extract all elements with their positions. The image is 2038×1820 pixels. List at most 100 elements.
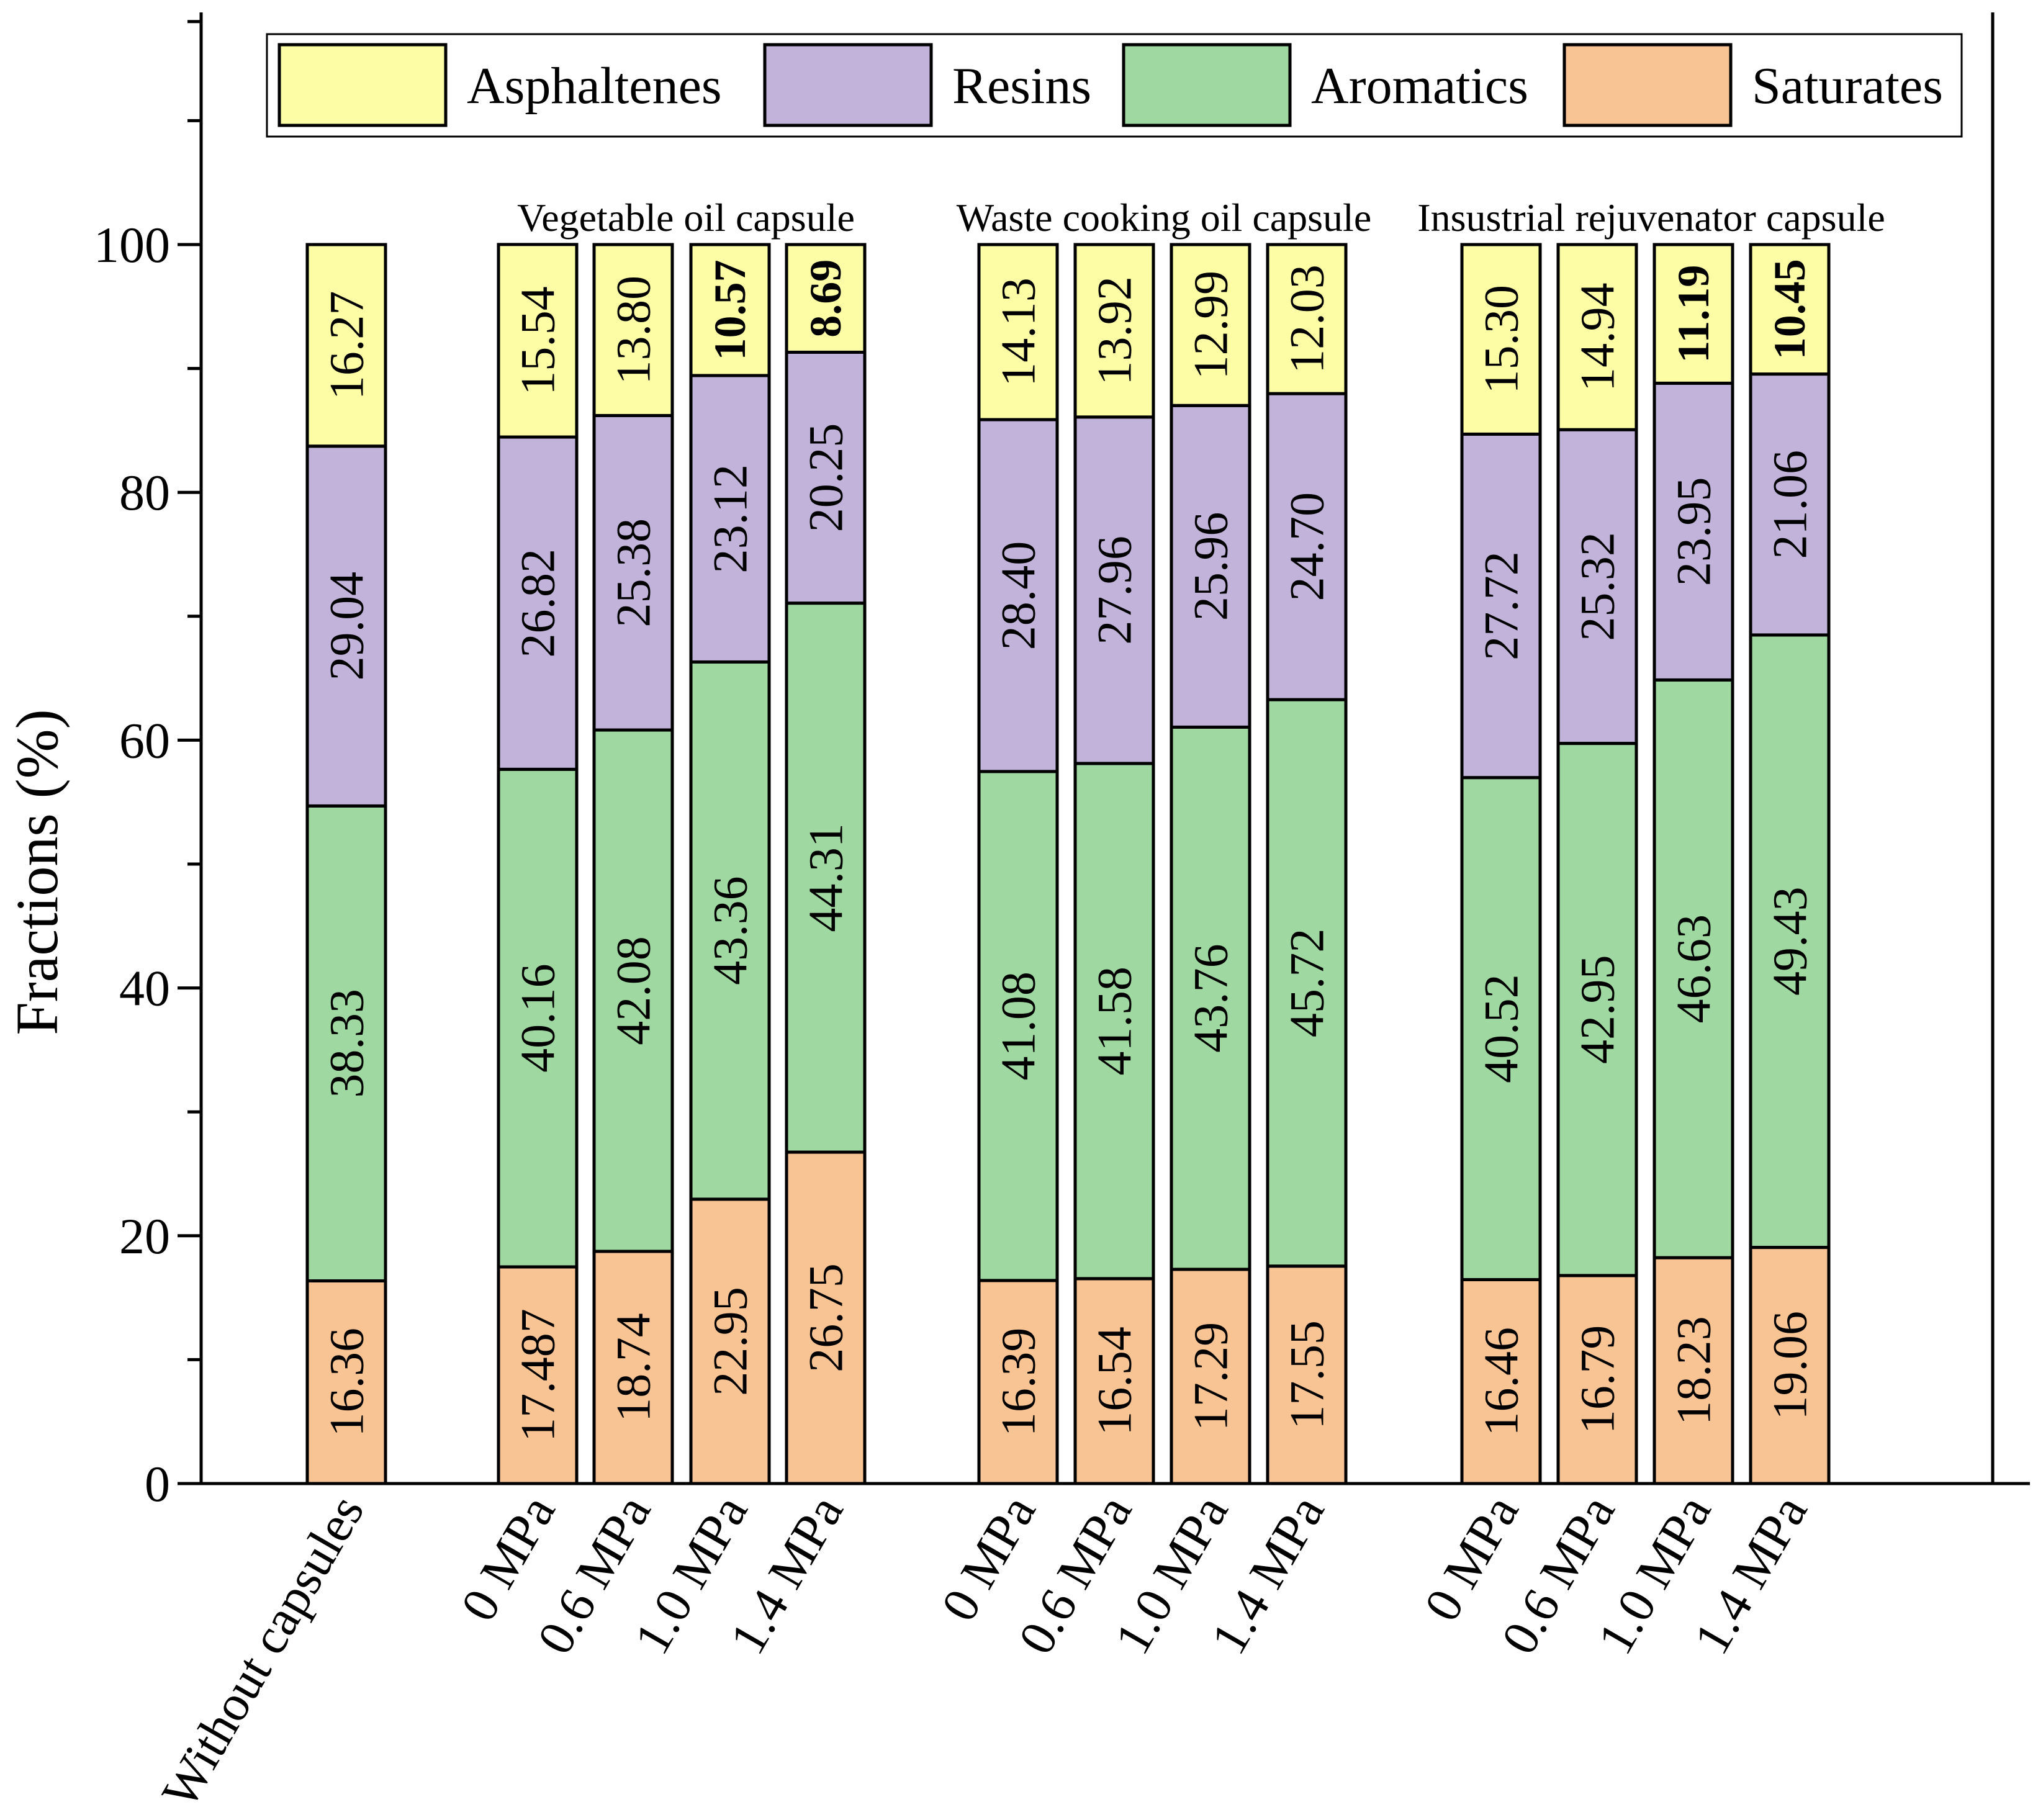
group-label: Insustrial rejuvenator capsule [1417, 196, 1885, 240]
bar-segment-asphaltenes [305, 243, 387, 448]
data-label-aromatics: 44.31 [799, 823, 853, 932]
data-label-resins: 20.25 [799, 423, 853, 533]
data-label-aromatics: 38.33 [320, 989, 374, 1098]
legend-label-saturates: Saturates [1752, 57, 1943, 115]
bar-segment-asphaltenes [1073, 243, 1155, 419]
data-label-aromatics: 46.63 [1667, 914, 1721, 1024]
bar-segment-saturates [1749, 1246, 1831, 1485]
bar-segment-resins [1460, 432, 1542, 780]
bar-segment-saturates [1170, 1268, 1251, 1485]
group-label: Vegetable oil capsule [517, 196, 855, 240]
data-label-resins: 26.82 [511, 549, 565, 658]
bar-segment-resins [689, 374, 771, 664]
data-label-asphaltenes: 10.57 [705, 259, 755, 360]
data-label-asphaltenes: 10.45 [1765, 259, 1815, 359]
data-label-saturates: 16.46 [1474, 1327, 1528, 1436]
data-label-aromatics: 41.58 [1088, 966, 1142, 1076]
data-label-aromatics: 40.16 [511, 963, 565, 1073]
bar-segment-saturates [592, 1250, 674, 1485]
x-tick-label: Without capsules [151, 1486, 375, 1818]
bar-segment-asphaltenes [1460, 243, 1542, 436]
data-label-saturates: 19.06 [1763, 1311, 1817, 1420]
data-label-saturates: 22.95 [703, 1287, 757, 1396]
data-label-aromatics: 43.36 [703, 876, 757, 985]
data-label-asphaltenes: 15.54 [511, 286, 565, 395]
legend-swatch-saturates [1562, 43, 1733, 127]
bar-segment-saturates [1652, 1256, 1734, 1485]
data-label-saturates: 26.75 [799, 1263, 853, 1372]
data-label-resins: 27.72 [1474, 551, 1528, 660]
bar-segment-aromatics [689, 660, 771, 1201]
data-label-asphaltenes: 15.30 [1474, 285, 1528, 394]
data-label-asphaltenes: 13.80 [606, 276, 661, 385]
data-label-resins: 23.95 [1667, 477, 1721, 587]
data-label-asphaltenes: 12.99 [1184, 271, 1238, 380]
y-tick-label: 80 [119, 464, 170, 521]
y-tick-label: 60 [119, 712, 170, 768]
data-label-asphaltenes: 12.03 [1280, 264, 1334, 374]
bar-segment-resins [1266, 392, 1348, 701]
bar-segment-resins [1749, 372, 1831, 637]
bar-segment-aromatics [305, 804, 387, 1282]
data-label-asphaltenes: 16.27 [320, 291, 374, 400]
y-tick-label: 20 [119, 1208, 170, 1264]
bar-segment-saturates [1556, 1274, 1638, 1485]
bar-segment-resins [785, 350, 867, 605]
data-label-resins: 21.06 [1763, 450, 1817, 559]
legend-swatch-resins [763, 43, 933, 127]
bar-segment-aromatics [592, 728, 674, 1253]
bar-segment-saturates [785, 1150, 867, 1485]
bar-segment-saturates [305, 1279, 387, 1485]
data-label-saturates: 18.74 [606, 1313, 661, 1422]
bar-segment-asphaltenes [785, 243, 867, 354]
y-tick-label: 100 [94, 217, 170, 273]
bar-segment-asphaltenes [497, 243, 579, 439]
bar-segment-saturates [1460, 1277, 1542, 1485]
data-label-saturates: 16.79 [1571, 1325, 1625, 1435]
data-label-resins: 25.38 [606, 518, 661, 628]
bar-segment-saturates [1073, 1277, 1155, 1485]
legend: Asphaltenes Resins Aromatics Saturates [266, 33, 1963, 138]
legend-swatch-asphaltenes [277, 43, 448, 127]
data-label-saturates: 16.39 [991, 1328, 1045, 1437]
data-label-asphaltenes: 8.69 [801, 259, 850, 338]
bar-segment-saturates [977, 1279, 1059, 1485]
bar-segment-asphaltenes [1170, 243, 1251, 407]
bar-segment-asphaltenes [1556, 243, 1638, 431]
data-label-saturates: 18.23 [1667, 1316, 1721, 1425]
data-label-asphaltenes: 11.19 [1669, 265, 1718, 363]
bar-segment-saturates [689, 1197, 771, 1485]
data-label-asphaltenes: 14.13 [991, 277, 1045, 387]
data-label-resins: 23.12 [703, 464, 757, 574]
data-label-saturates: 16.36 [320, 1328, 374, 1437]
bar-segment-asphaltenes [592, 243, 674, 417]
data-label-resins: 25.96 [1184, 512, 1238, 621]
bar-segment-asphaltenes [1266, 243, 1348, 395]
data-label-aromatics: 40.52 [1474, 974, 1528, 1083]
data-label-aromatics: 43.76 [1184, 944, 1238, 1053]
bar-segment-asphaltenes [689, 243, 771, 377]
y-tick-label: 0 [145, 1456, 170, 1512]
data-label-saturates: 16.54 [1088, 1327, 1142, 1436]
group-label: Waste cooking oil capsule [957, 196, 1371, 240]
legend-label-resins: Resins [952, 57, 1091, 115]
bar-segment-asphaltenes [977, 243, 1059, 421]
legend-label-aromatics: Aromatics [1311, 57, 1528, 115]
bar-segment-resins [1170, 403, 1251, 729]
bar-segment-asphaltenes [1749, 243, 1831, 376]
data-label-aromatics: 45.72 [1280, 929, 1334, 1038]
bar-segment-aromatics [1266, 698, 1348, 1268]
data-label-aromatics: 49.43 [1763, 887, 1817, 996]
data-label-saturates: 17.55 [1280, 1320, 1334, 1430]
data-label-aromatics: 42.95 [1571, 955, 1625, 1064]
legend-swatch-aromatics [1122, 43, 1292, 127]
bar-segment-resins [977, 418, 1059, 773]
bar-segment-saturates [497, 1265, 579, 1485]
data-label-aromatics: 42.08 [606, 936, 661, 1045]
data-label-resins: 27.96 [1088, 536, 1142, 645]
legend-label-asphaltenes: Asphaltenes [467, 57, 722, 115]
bar-segment-aromatics [1749, 633, 1831, 1250]
data-label-saturates: 17.29 [1184, 1322, 1238, 1431]
